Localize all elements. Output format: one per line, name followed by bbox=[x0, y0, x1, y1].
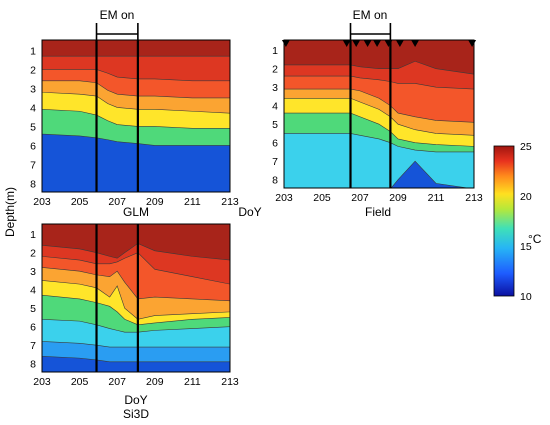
y-tick-label: 1 bbox=[30, 45, 36, 57]
colorbar-tick-label: 25 bbox=[520, 141, 532, 153]
x-tick-label: 209 bbox=[146, 196, 164, 208]
panel-si3d-title: Si3D bbox=[123, 407, 149, 421]
x-tick-label: 209 bbox=[389, 192, 407, 204]
colorbar-unit: °C bbox=[528, 232, 542, 246]
colorbar-gradient bbox=[493, 145, 515, 297]
y-tick-label: 3 bbox=[30, 83, 36, 95]
panel-glm-em-label: EM on bbox=[100, 8, 135, 22]
x-tick-label: 211 bbox=[184, 196, 201, 208]
panel-glm-marks bbox=[95, 23, 139, 192]
y-tick-label: 7 bbox=[30, 159, 36, 171]
y-tick-label: 1 bbox=[272, 45, 278, 57]
panel-glm-title: GLM bbox=[123, 205, 149, 219]
colorbar: 10 15 20 25 °C bbox=[493, 141, 542, 303]
isotherm-band-t25 bbox=[42, 224, 230, 261]
x-tick-label: 203 bbox=[33, 196, 51, 208]
y-tick-label: 6 bbox=[30, 140, 36, 152]
y-tick-label: 2 bbox=[30, 64, 36, 76]
panel-glm-temperature-bands bbox=[42, 40, 230, 146]
y-tick-label: 8 bbox=[272, 175, 278, 187]
panel-field-em-label: EM on bbox=[353, 8, 388, 22]
y-axis-label: Depth(m) bbox=[3, 187, 17, 237]
y-tick-label: 5 bbox=[30, 121, 36, 133]
panel-field-temperature-bands bbox=[284, 40, 474, 188]
x-tick-label: 205 bbox=[71, 196, 89, 208]
y-tick-label: 6 bbox=[272, 138, 278, 150]
colorbar-ticks: 10 15 20 25 bbox=[520, 141, 532, 303]
panel-si3d-marks bbox=[95, 224, 139, 372]
panel-si3d-xlabel: DoY bbox=[124, 393, 147, 407]
panel-glm-y-ticks: 1 2 3 4 5 6 7 8 bbox=[30, 45, 36, 190]
x-tick-label: 203 bbox=[275, 192, 293, 204]
panel-si3d-y-ticks: 1 2 3 4 5 6 7 8 bbox=[30, 229, 36, 370]
panel-field: 203 205 207 209 211 213 1 2 3 4 5 6 7 8 Field EM on bbox=[272, 8, 483, 219]
y-tick-label: 7 bbox=[30, 340, 36, 352]
y-tick-label: 2 bbox=[30, 248, 36, 260]
x-tick-label: 213 bbox=[465, 192, 483, 204]
y-tick-label: 2 bbox=[272, 64, 278, 76]
panel-glm: 203 205 207 209 211 213 1 2 3 4 5 6 7 8 GLM DoY EM o… bbox=[30, 8, 262, 219]
x-tick-label: 205 bbox=[71, 376, 89, 388]
y-tick-label: 3 bbox=[30, 266, 36, 278]
x-tick-label: 211 bbox=[428, 192, 445, 204]
x-tick-label: 203 bbox=[33, 376, 51, 388]
x-tick-label: 205 bbox=[313, 192, 331, 204]
isotherm-band-t25 bbox=[42, 40, 230, 57]
panel-si3d-frame bbox=[41, 223, 231, 373]
panel-field-frame bbox=[283, 39, 475, 189]
sensor-marker-7 bbox=[411, 40, 420, 47]
sensor-marker-2 bbox=[352, 40, 361, 47]
x-tick-label: 211 bbox=[184, 376, 201, 388]
sensor-marker-3 bbox=[363, 40, 372, 47]
colorbar-tick-label: 15 bbox=[520, 241, 532, 253]
sensor-marker-6 bbox=[395, 40, 404, 47]
y-tick-label: 4 bbox=[272, 101, 278, 113]
panel-glm-xlabel: DoY bbox=[238, 205, 261, 219]
colorbar-tick-label: 20 bbox=[520, 191, 532, 203]
panel-field-x-ticks: 203 205 207 209 211 213 bbox=[275, 192, 483, 204]
x-tick-label: 207 bbox=[351, 192, 369, 204]
y-tick-label: 6 bbox=[30, 322, 36, 334]
x-tick-label: 213 bbox=[221, 376, 239, 388]
panel-glm-x-ticks: 203 205 207 209 211 213 bbox=[33, 196, 239, 208]
y-tick-label: 7 bbox=[272, 156, 278, 168]
panel-field-title: Field bbox=[365, 205, 391, 219]
panel-si3d-x-ticks: 203 205 207 209 211 213 bbox=[33, 376, 239, 388]
y-tick-label: 4 bbox=[30, 102, 36, 114]
x-tick-label: 207 bbox=[108, 196, 126, 208]
y-tick-label: 3 bbox=[272, 82, 278, 94]
y-tick-label: 8 bbox=[30, 178, 36, 190]
sensor-marker-1 bbox=[342, 40, 351, 47]
colorbar-tick-label: 10 bbox=[520, 291, 532, 303]
panel-field-marks bbox=[281, 23, 477, 188]
y-tick-label: 5 bbox=[30, 303, 36, 315]
y-tick-label: 8 bbox=[30, 359, 36, 371]
x-tick-label: 207 bbox=[108, 376, 126, 388]
y-tick-label: 5 bbox=[272, 119, 278, 131]
sensor-marker-4 bbox=[373, 40, 382, 47]
panel-glm-frame bbox=[41, 39, 231, 193]
y-tick-label: 4 bbox=[30, 285, 36, 297]
panel-si3d: 203 205 207 209 211 213 1 2 3 4 5 6 7 8 DoY Si3D bbox=[30, 223, 239, 421]
sensor-marker-5 bbox=[384, 40, 393, 47]
panel-si3d-temperature-bands bbox=[42, 224, 230, 363]
x-tick-label: 209 bbox=[146, 376, 164, 388]
panel-field-y-ticks: 1 2 3 4 5 6 7 8 bbox=[272, 45, 278, 187]
y-tick-label: 1 bbox=[30, 229, 36, 241]
x-tick-label: 213 bbox=[221, 196, 239, 208]
